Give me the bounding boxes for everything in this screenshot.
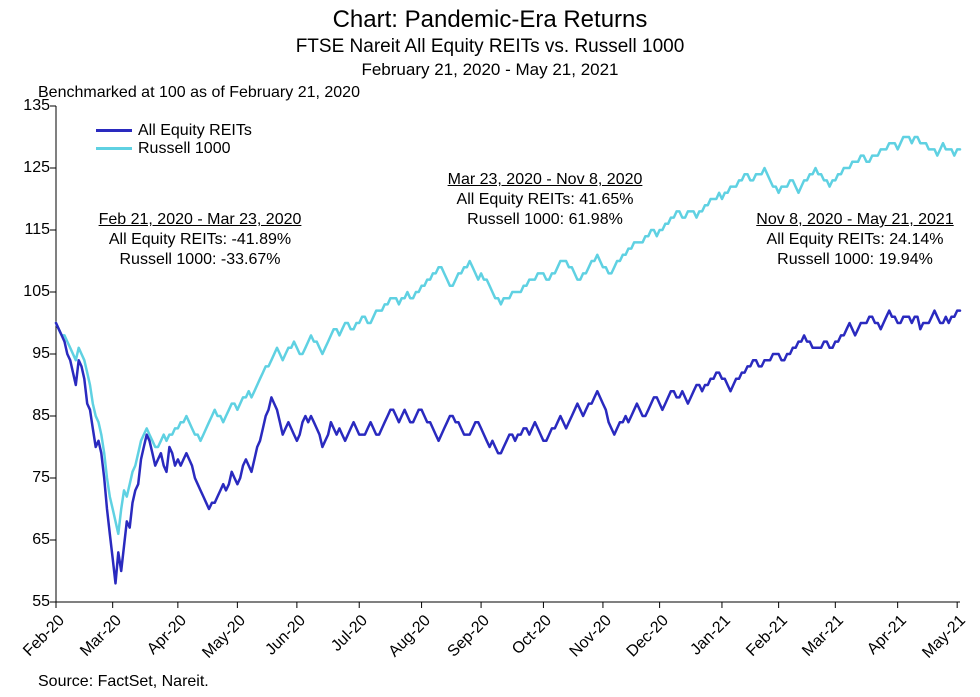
y-tick-label: 125 [8,159,50,177]
legend-swatch [96,147,132,150]
annotation-box: Feb 21, 2020 - Mar 23, 2020All Equity RE… [80,210,320,270]
annotation-line: Russell 1000: -33.67% [80,250,320,270]
annotation-line: Russell 1000: 61.98% [425,210,665,230]
legend-label: Russell 1000 [138,140,231,157]
legend: All Equity REITsRussell 1000 [96,122,252,158]
legend-label: All Equity REITs [138,122,252,139]
y-tick-label: 115 [8,221,50,239]
legend-item: All Equity REITs [96,122,252,140]
legend-item: Russell 1000 [96,140,252,158]
y-tick-label: 105 [8,283,50,301]
annotation-line: All Equity REITs: -41.89% [80,230,320,250]
annotation-header: Feb 21, 2020 - Mar 23, 2020 [80,210,320,230]
legend-swatch [96,129,132,132]
y-tick-label: 135 [8,97,50,115]
annotation-box: Mar 23, 2020 - Nov 8, 2020All Equity REI… [425,170,665,230]
chart-container: Chart: Pandemic-Era Returns FTSE Nareit … [0,0,980,697]
annotation-box: Nov 8, 2020 - May 21, 2021All Equity REI… [735,210,975,270]
plot-area [0,0,980,697]
y-tick-label: 65 [8,531,50,549]
annotation-header: Mar 23, 2020 - Nov 8, 2020 [425,170,665,190]
annotation-header: Nov 8, 2020 - May 21, 2021 [735,210,975,230]
y-tick-label: 95 [8,345,50,363]
annotation-line: Russell 1000: 19.94% [735,250,975,270]
series-line [56,311,960,584]
y-tick-label: 55 [8,593,50,611]
y-tick-label: 75 [8,469,50,487]
annotation-line: All Equity REITs: 41.65% [425,190,665,210]
y-tick-label: 85 [8,407,50,425]
annotation-line: All Equity REITs: 24.14% [735,230,975,250]
